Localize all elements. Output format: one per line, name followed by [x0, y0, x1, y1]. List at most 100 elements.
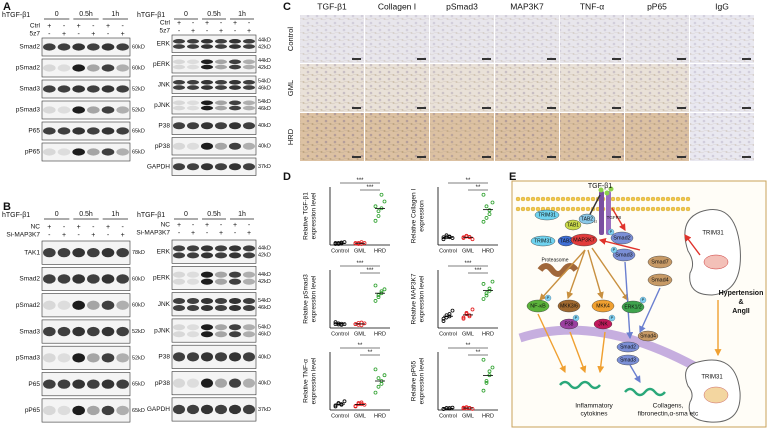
blot-strip	[171, 137, 257, 156]
membrane-lipid	[525, 206, 531, 212]
x-tick-label: GML	[354, 248, 366, 254]
size-label: 60kD	[132, 303, 145, 309]
ligand	[598, 187, 604, 193]
data-point	[484, 381, 489, 385]
data-point	[362, 321, 367, 326]
membrane-lipid	[545, 196, 551, 202]
condition-sign: -	[192, 222, 195, 229]
significance-label: ***	[366, 185, 374, 191]
membrane-lipid	[555, 206, 561, 212]
membrane-lipid	[540, 196, 546, 202]
x-tick-label: Control	[439, 413, 457, 419]
node-shape	[559, 318, 579, 330]
blot-band	[214, 39, 228, 44]
blot-band	[214, 352, 228, 362]
membrane-lipid	[550, 196, 556, 202]
blot-band	[116, 43, 129, 51]
data-point	[487, 212, 492, 216]
blot-band	[186, 100, 200, 106]
blot-strip	[41, 79, 131, 99]
blot-band	[242, 245, 256, 252]
phospho-site	[608, 314, 616, 322]
blot-band	[242, 378, 256, 388]
data-point	[484, 204, 489, 209]
blot-strip	[171, 292, 257, 317]
ligand	[604, 190, 610, 196]
data-point	[342, 399, 347, 404]
treatment-label: hTGF-β1	[2, 12, 30, 19]
blot-band	[200, 297, 214, 305]
significance-label: ***	[356, 178, 364, 184]
blot-band	[87, 326, 100, 337]
data-point	[376, 295, 381, 299]
blot-band	[87, 353, 100, 363]
x-tick-label: GML	[462, 413, 474, 419]
condition-sign: +	[247, 230, 251, 237]
blot-band	[228, 44, 242, 49]
blot-band	[101, 326, 115, 337]
blot-band	[116, 148, 129, 156]
data-point	[373, 390, 378, 395]
blot-band	[228, 324, 242, 331]
condition-sign: -	[206, 230, 209, 237]
condition-sign: -	[220, 20, 223, 27]
blot-band	[186, 331, 200, 338]
scale-bar	[677, 107, 686, 109]
blot-band	[214, 59, 228, 65]
blot-band	[101, 148, 115, 156]
phospho-site	[607, 228, 615, 236]
membrane-lipid	[645, 206, 651, 212]
blot-strip	[41, 319, 131, 344]
y-axis-label: expression level	[311, 275, 318, 322]
node-label: Smad3	[620, 357, 636, 363]
y-axis-label: expression	[419, 200, 426, 232]
blot-band	[43, 127, 56, 135]
condition-sign: -	[92, 224, 95, 231]
size-label: 54kD	[258, 325, 271, 331]
output-label: Collagens,	[653, 403, 684, 410]
phospho-label: P	[611, 315, 614, 320]
data-point	[484, 293, 489, 298]
condition-label: 5z7	[160, 28, 171, 35]
size-label: 52kD	[132, 355, 145, 361]
membrane-lipid	[680, 196, 686, 202]
size-label: 65kD	[132, 149, 145, 155]
ligand	[608, 186, 614, 192]
blot-band	[200, 85, 214, 90]
blot-band	[43, 85, 56, 93]
membrane-lipid	[515, 196, 521, 202]
scale-bar	[677, 58, 686, 60]
blot-band	[214, 378, 228, 388]
condition-sign: -	[248, 20, 251, 27]
ihc-texture	[560, 64, 624, 112]
blot-band	[116, 64, 129, 72]
blot-band	[172, 163, 186, 171]
condition-sign: +	[191, 230, 195, 237]
membrane-lipid	[610, 196, 616, 202]
blot-strip	[41, 58, 131, 78]
node-shape	[591, 299, 615, 313]
blot-label: GAPDH	[147, 163, 170, 170]
membrane-lipid	[625, 196, 631, 202]
size-label: 60kD	[132, 65, 145, 71]
timepoint-label: 0.5h	[79, 211, 93, 218]
panel-label: E	[509, 171, 516, 183]
blot-label: P65	[28, 128, 40, 135]
node-label: TAB1	[567, 222, 579, 228]
blot-label: pP38	[155, 380, 171, 387]
blot-band	[242, 352, 256, 362]
data-point	[481, 297, 486, 301]
data-point	[450, 308, 455, 313]
node-label: NF-κB	[530, 303, 546, 309]
node-shape	[610, 231, 634, 245]
scale-bar	[547, 156, 556, 158]
membrane-lipid	[555, 196, 561, 202]
ihc-row-label: GML	[286, 80, 295, 96]
membrane-lipid	[675, 206, 681, 212]
data-point	[441, 237, 446, 242]
data-point	[490, 200, 495, 205]
arrow	[537, 313, 566, 374]
ihc-column-label: MAP3K7	[510, 1, 544, 11]
data-point	[461, 315, 466, 320]
